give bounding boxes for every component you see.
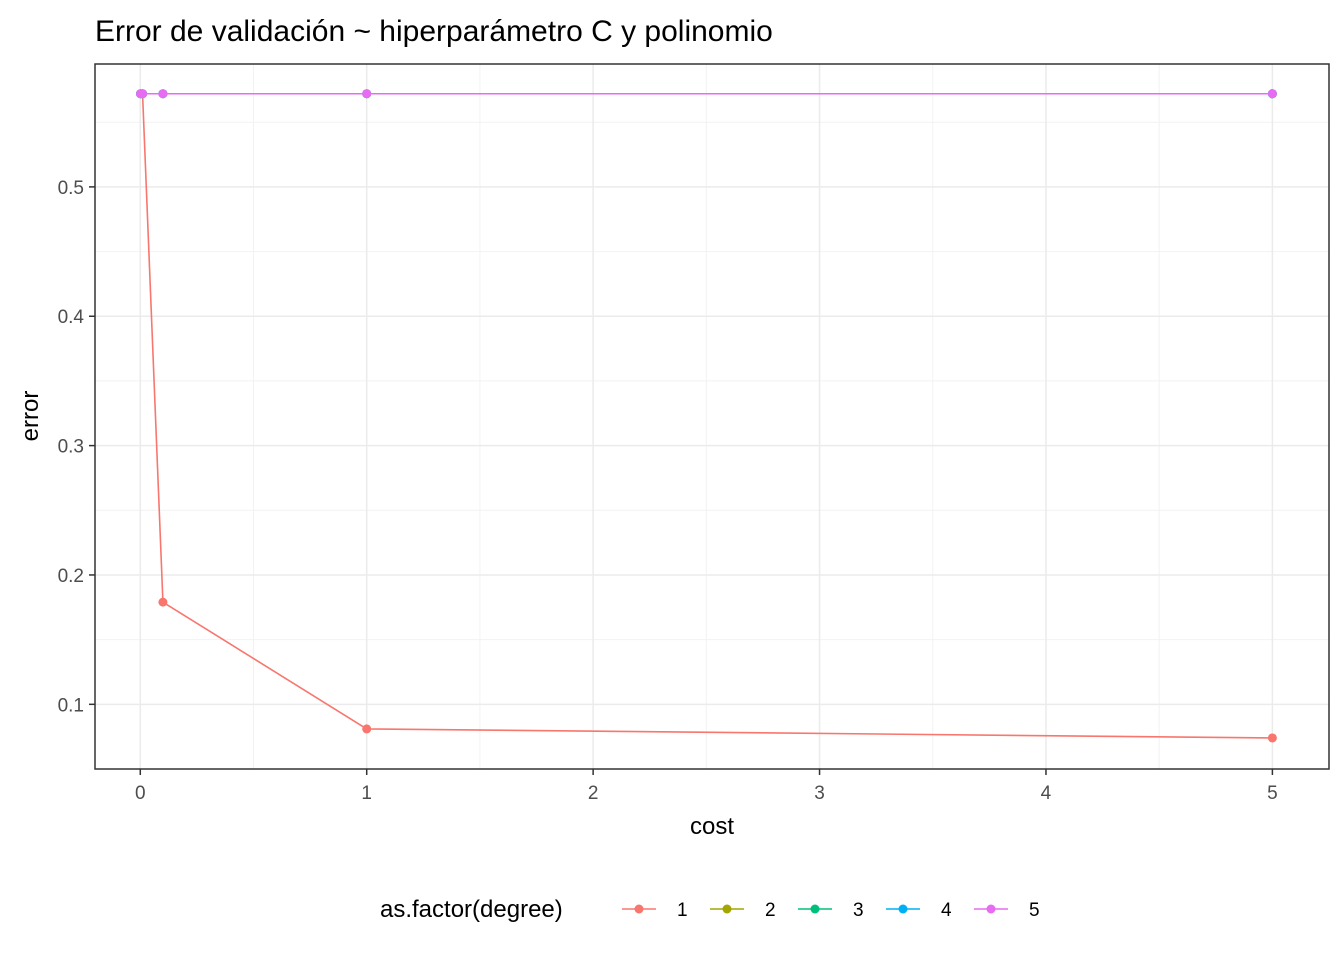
series-5 (136, 89, 1277, 99)
legend-item: 1 (622, 900, 688, 921)
plot-panel-border (94, 63, 1330, 770)
x-tick-label: 1 (361, 783, 372, 804)
data-point (138, 89, 148, 99)
y-tick-label: 0.5 (58, 178, 84, 199)
y-axis: 0.1 0.2 0.3 0.4 0.5 (58, 178, 95, 716)
legend-key-point (986, 904, 996, 914)
legend-key-point (898, 904, 908, 914)
x-axis-title: cost (690, 813, 734, 840)
series-layer (136, 89, 1277, 743)
data-point (158, 597, 168, 607)
x-axis: 0 1 2 3 4 5 (135, 769, 1278, 804)
y-axis-title: error (17, 391, 44, 442)
y-tick-label: 0.3 (58, 437, 84, 458)
legend-label: 2 (765, 900, 776, 921)
y-tick-label: 0.4 (58, 307, 85, 328)
x-tick-label: 2 (588, 783, 599, 804)
legend-label: 1 (677, 900, 688, 921)
legend-item: 2 (710, 900, 776, 921)
legend-item: 5 (974, 900, 1040, 921)
y-tick-label: 0.2 (58, 566, 84, 587)
legend-item: 4 (886, 900, 952, 921)
data-point (1267, 733, 1277, 743)
legend-item: 3 (798, 900, 864, 921)
legend-key-point (634, 904, 644, 914)
x-tick-label: 4 (1041, 783, 1052, 804)
legend-label: 5 (1029, 900, 1040, 921)
data-point (362, 89, 372, 99)
grid-major (95, 64, 1329, 769)
legend-key-point (810, 904, 820, 914)
grid-minor (95, 64, 1329, 770)
data-point (1267, 89, 1277, 99)
data-point (158, 89, 168, 99)
x-tick-label: 3 (814, 783, 825, 804)
legend: as.factor(degree) 1 2 3 4 5 (380, 896, 1040, 923)
legend-label: 3 (853, 900, 864, 921)
chart-title: Error de validación ~ hiperparámetro C y… (95, 15, 773, 48)
x-tick-label: 5 (1267, 783, 1278, 804)
legend-label: 4 (941, 900, 952, 921)
legend-key-point (722, 904, 732, 914)
x-tick-label: 0 (135, 783, 146, 804)
legend-title: as.factor(degree) (380, 896, 563, 923)
y-tick-label: 0.1 (58, 695, 84, 716)
data-point (362, 724, 372, 734)
